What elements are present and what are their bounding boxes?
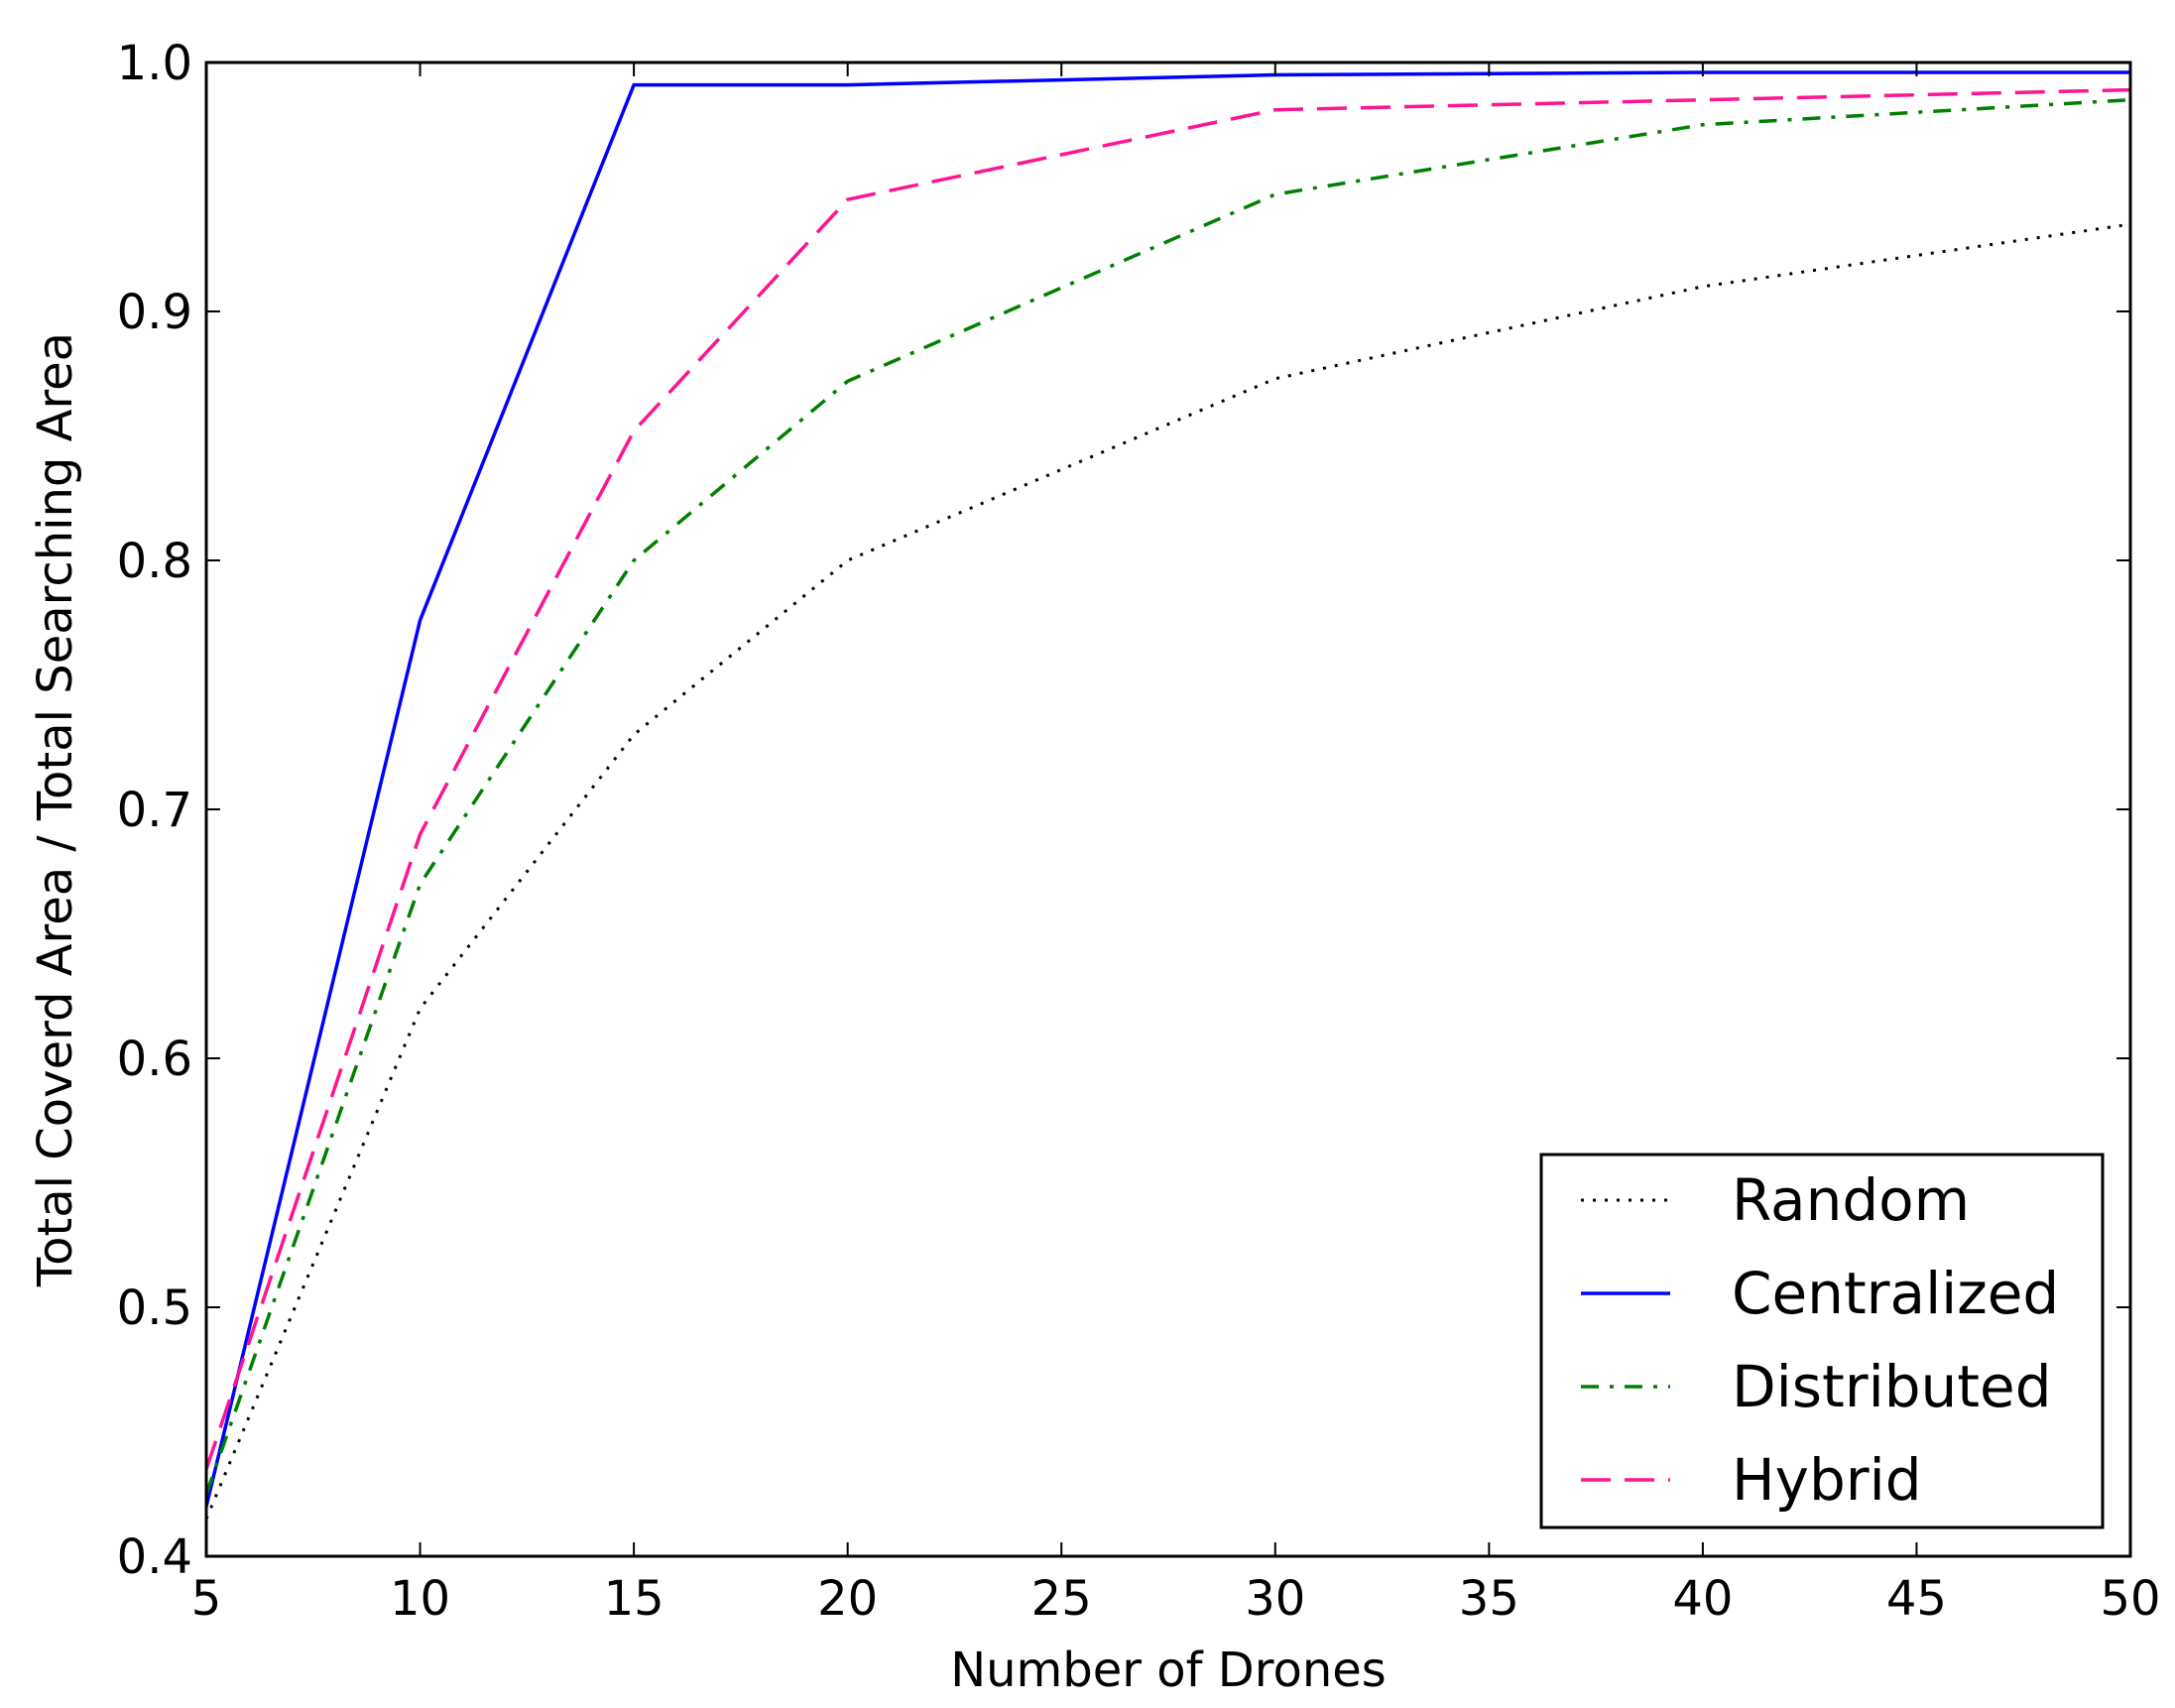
x-tick-label: 25 — [1031, 1571, 1092, 1627]
x-tick-label: 40 — [1672, 1571, 1733, 1627]
y-tick-label: 1.0 — [117, 36, 192, 91]
x-tick-label: 30 — [1245, 1571, 1305, 1627]
legend-box — [1539, 1153, 2105, 1529]
legend-label-random: Random — [1732, 1166, 1970, 1234]
series-line-distributed — [204, 97, 2131, 1495]
x-tick-label: 45 — [1886, 1571, 1947, 1627]
x-tick-label: 15 — [604, 1571, 665, 1627]
legend-label-distributed: Distributed — [1732, 1353, 2052, 1420]
legend-label-hybrid: Hybrid — [1732, 1446, 1922, 1514]
series-line-hybrid — [204, 87, 2131, 1470]
y-axis-label: Total Coverd Area / Total Searching Area — [28, 332, 83, 1287]
legend-label-centralized: Centralized — [1732, 1260, 2059, 1327]
y-tick-label: 0.5 — [117, 1281, 192, 1336]
y-tick-label: 0.9 — [117, 285, 192, 340]
x-tick-label: 50 — [2100, 1571, 2160, 1627]
y-tick-label: 0.4 — [117, 1529, 192, 1585]
x-tick-label: 5 — [191, 1571, 222, 1627]
x-tick-label: 35 — [1459, 1571, 1519, 1627]
ticks-layer: 5 10 15 20 25 30 35 40 45 50 0.4 0.5 0.6 0.7 0.8 0.9 1.0 — [117, 36, 2161, 1627]
y-tick-label: 0.8 — [117, 534, 192, 589]
y-tick-label: 0.7 — [117, 783, 192, 838]
y-tick-label: 0.6 — [117, 1032, 192, 1087]
legend: Random Centralized Distributed Hybrid — [1539, 1153, 2105, 1529]
x-tick-label: 10 — [390, 1571, 450, 1627]
x-axis-label: Number of Drones — [950, 1643, 1387, 1698]
x-tick-label: 20 — [817, 1571, 878, 1627]
